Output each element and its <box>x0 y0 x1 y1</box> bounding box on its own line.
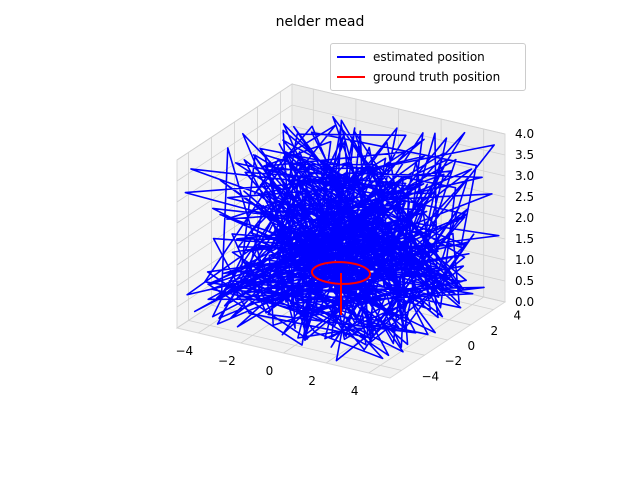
estimated-position-line <box>184 116 500 362</box>
legend-label-estimated: estimated position <box>373 50 485 64</box>
legend-swatch-estimated <box>337 56 365 58</box>
x-tick-label: 0 <box>266 364 274 378</box>
y-tick-label: 4 <box>514 309 522 323</box>
chart-title: nelder mead <box>275 14 365 30</box>
y-tick-label: −4 <box>422 369 440 383</box>
legend-label-ground-truth: ground truth position <box>373 70 501 84</box>
x-tick-label: 4 <box>351 384 359 398</box>
ground-truth-circle <box>310 261 372 285</box>
y-tick-label: −2 <box>445 354 463 368</box>
z-tick-label: 3.0 <box>515 169 534 183</box>
x-tick-label: −2 <box>218 354 236 368</box>
z-tick-label: 2.5 <box>515 190 534 204</box>
tick-labels: −4−4−2 −20022440.00.51.01.52.02.53.03.54.… <box>175 127 534 398</box>
x-tick-label: −4 <box>175 344 193 358</box>
legend: estimated position ground truth position <box>330 43 526 91</box>
grid-line-z <box>176 83 506 161</box>
z-tick-label: 3.5 <box>515 148 534 162</box>
z-tick-label: 0.0 <box>515 295 534 309</box>
y-tick-label: 0 <box>468 339 476 353</box>
z-tick-label: 2.0 <box>515 211 534 225</box>
y-tick-label: 2 <box>491 324 499 338</box>
legend-item-estimated: estimated position <box>337 48 485 66</box>
x-tick-label: 2 <box>308 374 316 388</box>
legend-item-ground-truth: ground truth position <box>337 68 500 86</box>
z-tick-label: 1.5 <box>515 232 534 246</box>
legend-swatch-ground-truth <box>337 76 365 78</box>
z-tick-label: 0.5 <box>515 274 534 288</box>
series-estimated-position <box>184 116 500 362</box>
z-tick-label: 4.0 <box>515 127 534 141</box>
z-tick-label: 1.0 <box>515 253 534 267</box>
series-ground-truth-position <box>310 261 372 315</box>
